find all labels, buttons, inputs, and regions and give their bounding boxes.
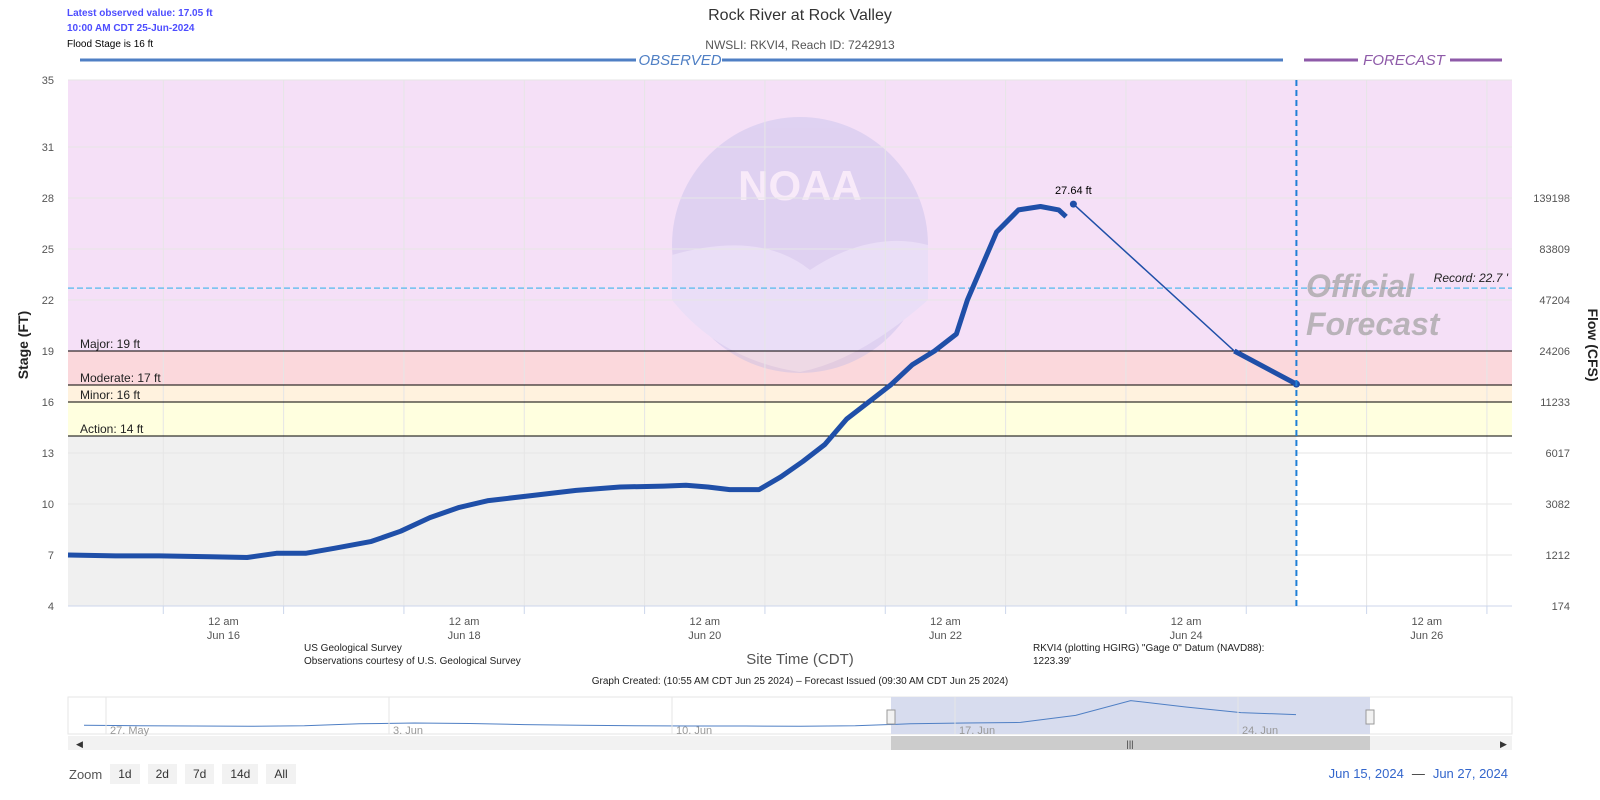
zoom-controls: Zoom 1d 2d 7d 14d All bbox=[69, 764, 296, 784]
datum-line-1: RKVI4 (plotting HGIRG) "Gage 0" Datum (N… bbox=[1033, 643, 1265, 654]
latest-observed-time: 10:00 AM CDT 25-Jun-2024 bbox=[67, 23, 195, 34]
y-tick-label: 10 bbox=[42, 499, 54, 511]
peak-label: 27.64 ft bbox=[1055, 185, 1092, 197]
y2-tick-label: 6017 bbox=[1546, 448, 1570, 460]
threshold-label-major: Major: 19 ft bbox=[80, 337, 141, 351]
y2-tick-label: 24206 bbox=[1539, 346, 1570, 358]
x-tick-label: Jun 18 bbox=[448, 630, 481, 642]
y-tick-label: 16 bbox=[42, 397, 54, 409]
noaa-watermark: NOAA bbox=[672, 117, 928, 373]
minor-band bbox=[68, 385, 1512, 402]
zoom-7d-button[interactable]: 7d bbox=[184, 764, 215, 784]
y2-tick-label: 47204 bbox=[1539, 295, 1570, 307]
flood-thresholds: Major: 19 ft Moderate: 17 ft Minor: 16 ft A… bbox=[68, 271, 1512, 437]
y2-tick-label: 1212 bbox=[1546, 550, 1570, 562]
navigator-tick-label: 24. Jun bbox=[1242, 725, 1278, 737]
data-source-credit: US Geological Survey Observations courte… bbox=[304, 642, 521, 668]
x-tick-label: 12 am bbox=[1171, 616, 1202, 628]
chart-title: Rock River at Rock Valley bbox=[708, 7, 892, 24]
major-band bbox=[68, 80, 1512, 351]
graph-created-note: Graph Created: (10:55 AM CDT Jun 25 2024… bbox=[591, 676, 1009, 687]
datum-note: RKVI4 (plotting HGIRG) "Gage 0" Datum (N… bbox=[1033, 642, 1293, 668]
source-line-1: US Geological Survey bbox=[304, 643, 402, 654]
x-tick-label: Jun 26 bbox=[1410, 630, 1443, 642]
navigator-tick-label: 17. Jun bbox=[959, 725, 995, 737]
x-axis-title: Site Time (CDT) bbox=[746, 651, 854, 668]
x-tick-label: 12 am bbox=[208, 616, 239, 628]
flood-category-bands bbox=[68, 80, 1512, 606]
noaa-logo-text: NOAA bbox=[738, 162, 862, 209]
date-range: Jun 15, 2024 — Jun 27, 2024 bbox=[1329, 766, 1508, 781]
y-tick-label: 19 bbox=[42, 346, 54, 358]
navigator-right-handle bbox=[1365, 709, 1375, 725]
y-tick-label: 31 bbox=[42, 142, 54, 154]
y2-tick-label: 83809 bbox=[1539, 244, 1570, 256]
zoom-2d-button[interactable]: 2d bbox=[147, 764, 177, 784]
scroll-right-arrow-icon: ▶ bbox=[1500, 739, 1507, 749]
normal-band bbox=[68, 436, 1512, 606]
threshold-label-minor: Minor: 16 ft bbox=[80, 388, 141, 402]
y-tick-label: 22 bbox=[42, 295, 54, 307]
y-tick-label: 28 bbox=[42, 193, 54, 205]
y-axis-title: Stage (FT) bbox=[15, 311, 31, 379]
y-tick-label: 4 bbox=[48, 601, 54, 613]
action-band bbox=[68, 402, 1512, 436]
observed-label: OBSERVED bbox=[638, 52, 721, 69]
x-tick-label: 12 am bbox=[449, 616, 480, 628]
navigator-left-handle bbox=[886, 709, 896, 725]
zoom-1d-button[interactable]: 1d bbox=[110, 764, 140, 784]
datum-line-2: 1223.39' bbox=[1033, 656, 1072, 667]
forecast-lower-area bbox=[1296, 436, 1512, 606]
y-tick-label: 13 bbox=[42, 448, 54, 460]
range-from[interactable]: Jun 15, 2024 bbox=[1328, 766, 1404, 781]
noaa-logo-circle bbox=[672, 117, 928, 373]
zoom-14d-button[interactable]: 14d bbox=[222, 764, 259, 784]
range-separator: — bbox=[1411, 766, 1425, 781]
threshold-label-moderate: Moderate: 17 ft bbox=[80, 371, 161, 385]
y2-tick-label: 3082 bbox=[1546, 499, 1570, 511]
navigator-tick-label: 27. May bbox=[110, 725, 150, 737]
scroll-left-arrow-icon: ◀ bbox=[76, 739, 83, 749]
chart-axes: 4 7 10 13 16 19 22 25 28 31 35 1212 174 3082 6017 11233… bbox=[15, 52, 1600, 668]
forecast-label: FORECAST bbox=[1363, 52, 1447, 69]
forecast-line-dense bbox=[1233, 348, 1298, 387]
chart-subtitle: NWSLI: RKVI4, Reach ID: 7242913 bbox=[705, 38, 895, 52]
y2-tick-label: 174 bbox=[1552, 601, 1570, 613]
scrollbar-thumb bbox=[891, 736, 1370, 750]
x-tick-label: Jun 16 bbox=[207, 630, 240, 642]
flood-stage-note: Flood Stage is 16 ft bbox=[67, 39, 154, 50]
zoom-label: Zoom bbox=[69, 766, 103, 782]
navigator-selection bbox=[891, 697, 1370, 734]
x-tick-label: 12 am bbox=[1411, 616, 1442, 628]
record-label: Record: 22.7 ' bbox=[1434, 271, 1509, 285]
navigator-tick-label: 3. Jun bbox=[393, 725, 423, 737]
x-tick-label: Jun 20 bbox=[688, 630, 721, 642]
time-navigator[interactable]: 27. May 3. Jun 10. Jun 17. Jun 24. Jun ◀ ▶ ||| bbox=[67, 696, 1513, 750]
zoom-all-button[interactable]: All bbox=[266, 764, 296, 784]
y-tick-label: 25 bbox=[42, 244, 54, 256]
scrollbar-grip-icon: ||| bbox=[1126, 739, 1133, 749]
y-tick-label: 35 bbox=[42, 75, 54, 87]
official-forecast-text: Official bbox=[1306, 268, 1415, 304]
navigator-tick-label: 10. Jun bbox=[676, 725, 712, 737]
official-forecast-text: Forecast bbox=[1306, 306, 1441, 342]
navigator-series bbox=[83, 700, 1297, 727]
noaa-logo-wave bbox=[672, 240, 928, 372]
stage-series: 27.64 ft bbox=[67, 185, 1300, 560]
range-to[interactable]: Jun 27, 2024 bbox=[1432, 766, 1508, 781]
forecast-point bbox=[1069, 200, 1077, 208]
x-tick-label: Jun 24 bbox=[1170, 630, 1203, 642]
x-tick-label: 12 am bbox=[689, 616, 720, 628]
threshold-label-action: Action: 14 ft bbox=[80, 422, 144, 436]
x-tick-label: Jun 22 bbox=[929, 630, 962, 642]
y-tick-label: 7 bbox=[48, 550, 54, 562]
y2-tick-label: 11233 bbox=[1540, 397, 1570, 409]
y2-axis-title: Flow (CFS) bbox=[1585, 308, 1600, 381]
observed-line bbox=[67, 204, 1068, 560]
source-line-2: Observations courtesy of U.S. Geological… bbox=[304, 656, 521, 667]
latest-observed-value: Latest observed value: 17.05 ft bbox=[67, 8, 213, 19]
x-tick-label: 12 am bbox=[930, 616, 961, 628]
y2-tick-label: 139198 bbox=[1533, 193, 1570, 205]
